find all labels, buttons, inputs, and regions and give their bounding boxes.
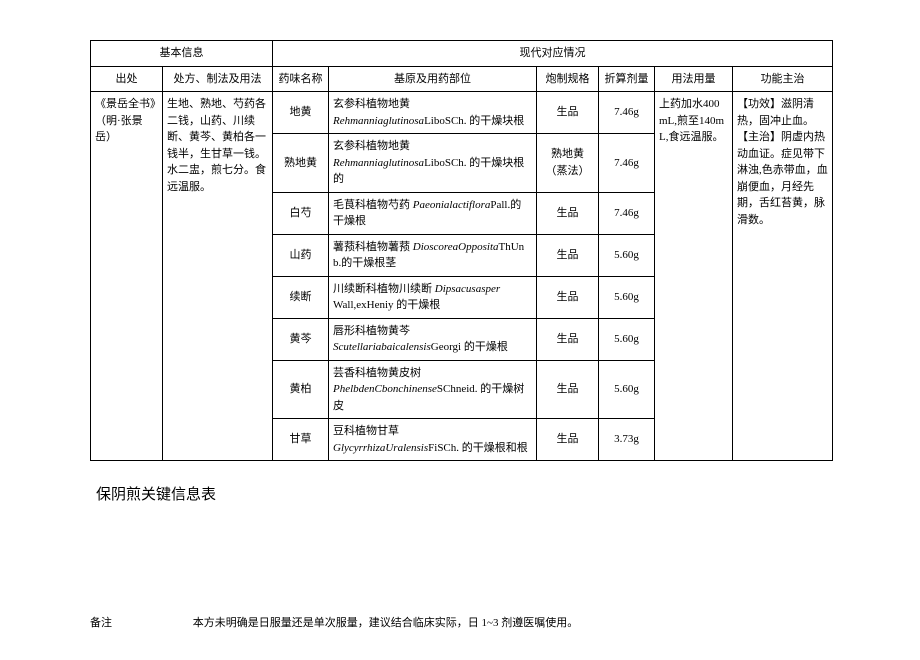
herb-prep: 熟地黄（蒸法） bbox=[537, 134, 599, 193]
herb-name: 甘草 bbox=[273, 419, 329, 461]
herb-origin: 唇形科植物黄芩ScutellariabaicalensisGeorgi 的干燥根 bbox=[329, 318, 537, 360]
herb-dose: 7.46g bbox=[599, 92, 655, 134]
head-usage: 用法用量 bbox=[655, 66, 733, 92]
footnote-label: 备注 bbox=[90, 614, 190, 630]
head-prep: 炮制规格 bbox=[537, 66, 599, 92]
source-cell: 《景岳全书》（明·张景岳） bbox=[91, 92, 163, 461]
herb-prep: 生品 bbox=[537, 276, 599, 318]
head-dose: 折算剂量 bbox=[599, 66, 655, 92]
herb-origin: 玄参科植物地黄RehmanniaglutinosaLiboSCh. 的干燥块根的 bbox=[329, 134, 537, 193]
info-table: 基本信息 现代对应情况 出处 处方、制法及用法 药味名称 基原及用药部位 炮制规… bbox=[90, 40, 833, 461]
section-modern: 现代对应情况 bbox=[273, 41, 833, 67]
herb-dose: 5.60g bbox=[599, 360, 655, 419]
herb-dose: 5.60g bbox=[599, 234, 655, 276]
section-basic: 基本信息 bbox=[91, 41, 273, 67]
rx-cell: 生地、熟地、芍药各二钱，山药、川续断、黄芩、黄柏各一钱半，生甘草一钱。水二盅，煎… bbox=[163, 92, 273, 461]
herb-prep: 生品 bbox=[537, 192, 599, 234]
herb-name: 黄柏 bbox=[273, 360, 329, 419]
herb-dose: 7.46g bbox=[599, 192, 655, 234]
herb-prep: 生品 bbox=[537, 92, 599, 134]
herb-name: 熟地黄 bbox=[273, 134, 329, 193]
herb-dose: 5.60g bbox=[599, 276, 655, 318]
herb-origin: 芸香科植物黄皮树PhelbdenCbonchinenseSChneid. 的干燥… bbox=[329, 360, 537, 419]
head-source: 出处 bbox=[91, 66, 163, 92]
herb-dose: 5.60g bbox=[599, 318, 655, 360]
herb-prep: 生品 bbox=[537, 360, 599, 419]
func-cell: 【功效】滋阴清热，固冲止血。 【主治】阴虚内热动血证。症见带下淋浊,色赤带血，血… bbox=[733, 92, 833, 461]
herb-origin: 薯蓣科植物薯蓣 DioscoreaOppositaThUnb.的干燥根茎 bbox=[329, 234, 537, 276]
herb-origin: 豆科植物甘草GlycyrrhizaUralensisFiSCh. 的干燥根和根 bbox=[329, 419, 537, 461]
footnote: 备注 本方未明确是日服量还是单次服量，建议结合临床实际，日 1~3 剂遵医嘱使用… bbox=[90, 614, 830, 630]
herb-name: 地黄 bbox=[273, 92, 329, 134]
herb-name: 黄芩 bbox=[273, 318, 329, 360]
herb-name: 白芍 bbox=[273, 192, 329, 234]
herb-prep: 生品 bbox=[537, 419, 599, 461]
herb-dose: 3.73g bbox=[599, 419, 655, 461]
herb-name: 山药 bbox=[273, 234, 329, 276]
table-caption: 保阴煎关键信息表 bbox=[90, 483, 830, 504]
head-rx: 处方、制法及用法 bbox=[163, 66, 273, 92]
head-origin: 基原及用药部位 bbox=[329, 66, 537, 92]
herb-name: 续断 bbox=[273, 276, 329, 318]
footnote-text: 本方未明确是日服量还是单次服量，建议结合临床实际，日 1~3 剂遵医嘱使用。 bbox=[193, 617, 578, 629]
usage-cell: 上药加水400mL,煎至140mL,食远温服。 bbox=[655, 92, 733, 461]
herb-prep: 生品 bbox=[537, 318, 599, 360]
herb-prep: 生品 bbox=[537, 234, 599, 276]
head-func: 功能主治 bbox=[733, 66, 833, 92]
herb-dose: 7.46g bbox=[599, 134, 655, 193]
head-herb: 药味名称 bbox=[273, 66, 329, 92]
herb-origin: 川续断科植物川续断 DipsacusasperWall,exHeniy 的干燥根 bbox=[329, 276, 537, 318]
herb-origin: 毛茛科植物芍药 PaeonialactifloraPall.的干燥根 bbox=[329, 192, 537, 234]
herb-origin: 玄参科植物地黄RehmanniaglutinosaLiboSCh. 的干燥块根 bbox=[329, 92, 537, 134]
